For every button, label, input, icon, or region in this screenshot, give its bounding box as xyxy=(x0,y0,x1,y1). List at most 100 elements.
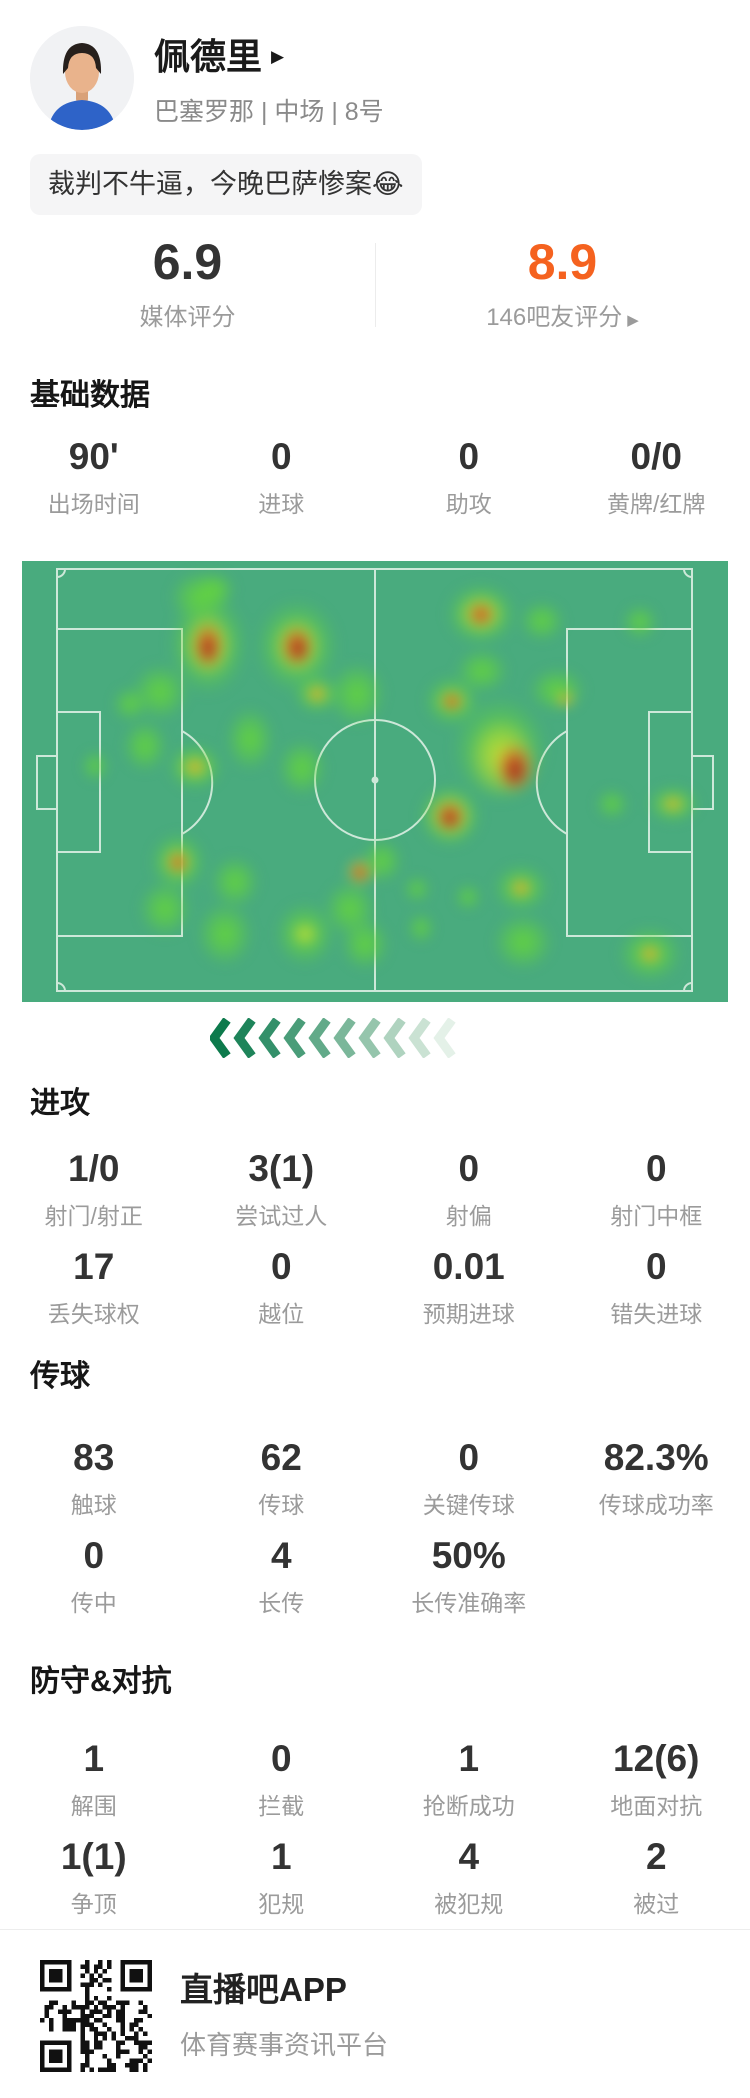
qr-module xyxy=(112,2068,116,2072)
heat-blob xyxy=(308,686,326,702)
heat-blob xyxy=(455,884,481,910)
qr-module xyxy=(134,2063,138,2067)
qr-module xyxy=(71,2000,75,2004)
attack-direction-arrows xyxy=(210,1018,750,1058)
stat-label: 错失进球 xyxy=(563,1299,750,1329)
qr-module xyxy=(71,2018,75,2022)
heat-blob xyxy=(596,789,628,819)
heat-blob xyxy=(226,707,274,771)
qr-module xyxy=(103,2054,107,2058)
quote-bubble[interactable]: 裁判不牛逼，今晚巴萨惨案😂 xyxy=(30,154,422,215)
stat-label: 拦截 xyxy=(188,1791,376,1821)
stat-value: 1/0 xyxy=(0,1147,188,1191)
qr-module xyxy=(85,1960,89,1964)
qr-module xyxy=(112,2063,116,2067)
qr-module xyxy=(98,2032,102,2036)
qr-module xyxy=(148,2041,152,2045)
stat-cell: 90'出场时间 xyxy=(0,435,188,519)
qr-module xyxy=(89,1978,93,1982)
qr-module xyxy=(80,2032,84,2036)
heat-blob xyxy=(82,751,108,781)
qr-module xyxy=(143,2032,147,2036)
qr-module xyxy=(80,2005,84,2009)
qr-module xyxy=(139,2059,143,2063)
qr-module xyxy=(98,2068,102,2072)
fans-rating[interactable]: 8.9 146吧友评分▶ xyxy=(375,235,750,336)
qr-module xyxy=(134,2041,138,2045)
media-rating-value: 6.9 xyxy=(0,235,375,290)
avatar[interactable] xyxy=(30,26,134,130)
stat-value: 0 xyxy=(375,1147,563,1191)
qr-module xyxy=(80,2014,84,2018)
qr-module xyxy=(103,1978,107,1982)
qr-module xyxy=(143,2063,147,2067)
stat-value: 1 xyxy=(188,1835,376,1879)
app-tagline: 体育赛事资讯平台 xyxy=(180,2025,388,2062)
heat-blob xyxy=(512,880,530,896)
qr-module xyxy=(44,2005,48,2009)
heat-blob xyxy=(211,856,259,908)
stat-cell: 12(6)地面对抗 xyxy=(563,1737,750,1821)
qr-module xyxy=(121,2023,125,2027)
stat-cell: 1 犯规 xyxy=(188,1835,376,1919)
qr-module xyxy=(94,2032,98,2036)
direction-chevron xyxy=(264,1020,277,1056)
direction-chevron xyxy=(239,1020,252,1056)
qr-module xyxy=(67,2027,71,2031)
player-name: 佩德里 xyxy=(154,36,262,77)
direction-chevron xyxy=(339,1020,352,1056)
ratings-row: 6.9 媒体评分 8.9 146吧友评分▶ xyxy=(0,235,750,336)
stat-value: 0 xyxy=(375,1436,563,1480)
stat-label: 被过 xyxy=(563,1889,750,1919)
qr-module xyxy=(130,2023,134,2027)
qr-module xyxy=(139,2009,143,2013)
stat-label: 解围 xyxy=(0,1791,188,1821)
qr-module xyxy=(107,1996,111,2000)
stat-value: 1 xyxy=(0,1737,188,1781)
heat-blob xyxy=(291,921,319,947)
qr-module xyxy=(98,2000,102,2004)
qr-module xyxy=(112,2032,116,2036)
qr-module xyxy=(49,2018,53,2022)
qr-module xyxy=(121,2018,125,2022)
qr-module xyxy=(94,1969,98,1973)
qr-module xyxy=(80,1974,84,1978)
qr-module xyxy=(94,1996,98,2000)
qr-module xyxy=(116,2054,120,2058)
qr-module xyxy=(139,2041,143,2045)
qr-module xyxy=(58,2009,62,2013)
qr-module xyxy=(67,2018,71,2022)
qr-module xyxy=(116,2018,120,2022)
qr-module xyxy=(116,2050,120,2054)
qr-module xyxy=(76,2018,80,2022)
qr-module xyxy=(89,1982,93,1986)
qr-module xyxy=(98,2045,102,2049)
stat-label: 传中 xyxy=(0,1588,188,1618)
stat-label: 犯规 xyxy=(188,1889,376,1919)
stat-label: 传球 xyxy=(188,1490,376,1520)
qr-module xyxy=(107,2009,111,2013)
qr-module xyxy=(143,2009,147,2013)
qr-module xyxy=(62,2014,66,2018)
qr-module xyxy=(125,2063,129,2067)
qr-module xyxy=(62,2027,66,2031)
direction-chevron xyxy=(214,1020,227,1056)
player-header: 佩德里 ▶ 巴塞罗那 | 中场 | 8号 xyxy=(0,0,750,130)
stat-label: 出场时间 xyxy=(0,489,188,519)
qr-module xyxy=(44,2014,48,2018)
stat-value: 62 xyxy=(188,1436,376,1480)
qr-module xyxy=(112,2036,116,2040)
app-name: 直播吧APP xyxy=(180,1970,388,2010)
player-name-row[interactable]: 佩德里 ▶ xyxy=(154,36,384,77)
stat-label: 进球 xyxy=(188,489,376,519)
section-title-attack: 进攻 xyxy=(30,1084,720,1123)
stat-label: 助攻 xyxy=(375,489,563,519)
heat-blob xyxy=(329,662,385,726)
